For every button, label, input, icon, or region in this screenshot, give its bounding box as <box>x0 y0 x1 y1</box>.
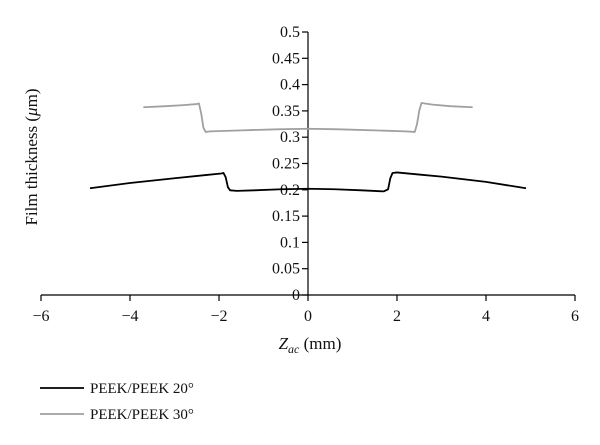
y-tick-label: 0.05 <box>272 261 300 278</box>
y-tick-label: 0.5 <box>280 24 300 41</box>
x-tick-label: 4 <box>482 308 490 325</box>
y-tick-label: 0.2 <box>280 182 300 199</box>
x-tick-label: −6 <box>32 308 49 325</box>
x-tick-label: 6 <box>571 308 579 325</box>
y-tick-label: 0.25 <box>272 156 300 173</box>
y-tick-label: 0.45 <box>272 50 300 67</box>
x-tick-label: −2 <box>210 308 227 325</box>
y-tick-label: 0.1 <box>280 234 300 251</box>
y-tick-label: 0.15 <box>272 208 300 225</box>
series-line-peek-30 <box>143 102 473 133</box>
y-tick-label: 0 <box>292 287 300 304</box>
legend: PEEK/PEEK 20° PEEK/PEEK 30° <box>40 381 194 423</box>
x-axis-title: Zac (mm) <box>279 334 342 356</box>
x-tick-label: 0 <box>304 308 312 325</box>
legend-label-peek-30: PEEK/PEEK 30° <box>90 407 194 423</box>
tick-marks <box>40 31 576 301</box>
tick-labels: −6 −4 −2 0 2 4 6 0 0.05 0.1 0.15 0.2 0.25 0.3 0.35 0.4 0… <box>32 24 579 325</box>
legend-label-peek-20: PEEK/PEEK 20° <box>90 381 194 397</box>
series-line-peek-20 <box>89 171 527 193</box>
y-tick-label: 0.35 <box>272 103 300 120</box>
x-tick-label: 2 <box>393 308 401 325</box>
y-tick-label: 0.3 <box>280 129 300 146</box>
x-tick-label: −4 <box>121 308 138 325</box>
y-axis-title: Film thickness (μm) <box>22 89 41 226</box>
y-tick-label: 0.4 <box>280 77 300 94</box>
series-lines <box>89 102 527 193</box>
